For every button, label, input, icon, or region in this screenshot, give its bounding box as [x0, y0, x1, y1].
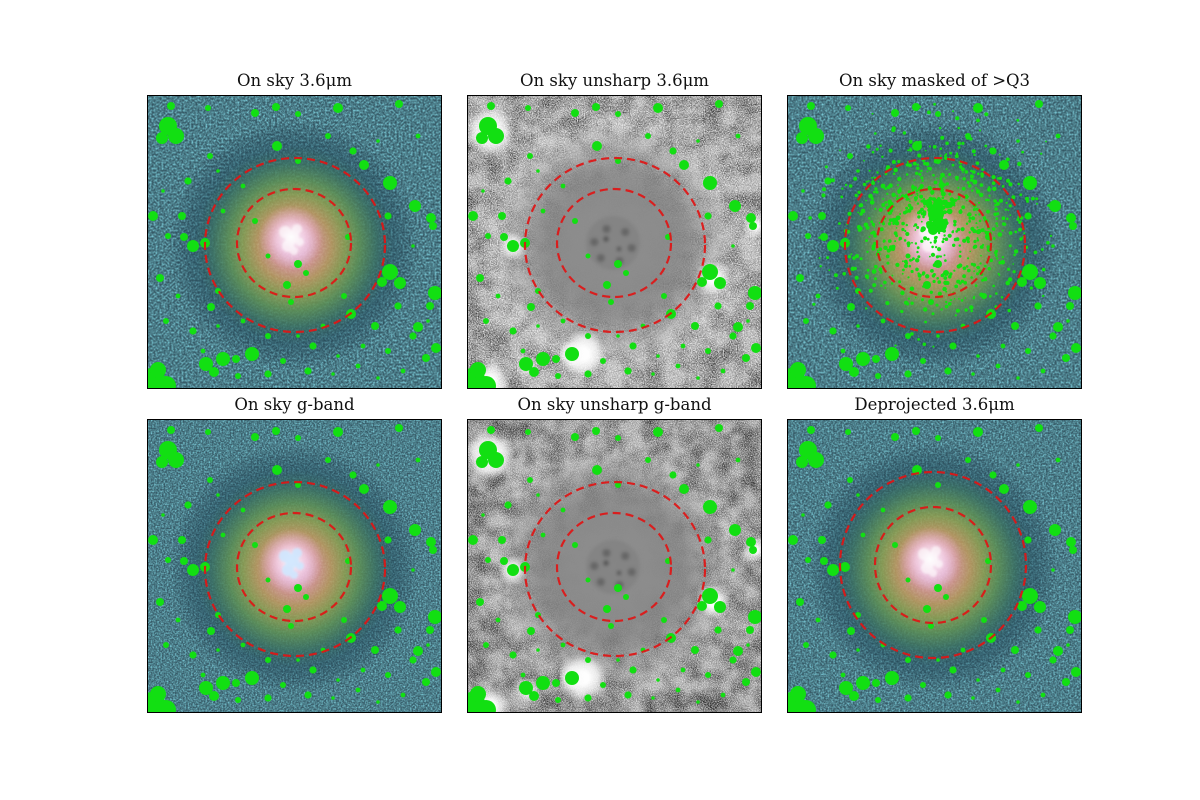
- star-mask-layer: [468, 100, 761, 388]
- galaxy: [148, 96, 441, 388]
- aperture-ellipses: [838, 470, 1028, 660]
- panel-image-on-sky-36um: [147, 95, 442, 389]
- core-blotches: [586, 216, 640, 270]
- star-mask-layer: [788, 100, 1081, 388]
- panel-title: On sky unsharp g-band: [517, 395, 712, 414]
- panel-on-sky-36um: On sky 3.6μm: [147, 64, 442, 389]
- panel-on-sky-g-band: On sky g-band: [147, 388, 442, 713]
- panel-on-sky-unsharp-g-band: On sky unsharp g-band: [467, 388, 762, 713]
- panel-image-on-sky-g-band: [147, 419, 442, 713]
- panel-image-on-sky-masked-q3: [787, 95, 1082, 389]
- panel-image-on-sky-unsharp-g-band: [467, 419, 762, 713]
- q3-mask-speckle: [808, 102, 1074, 348]
- panel-title: On sky 3.6μm: [236, 71, 353, 90]
- aperture-ellipses: [523, 156, 707, 334]
- aperture-ellipses: [843, 156, 1027, 334]
- panel-image-deprojected-36um: [787, 419, 1082, 713]
- star-mask-layer: [148, 424, 441, 712]
- panel-title: On sky unsharp 3.6μm: [520, 71, 709, 90]
- panel-on-sky-unsharp-36um: On sky unsharp 3.6μm: [467, 64, 762, 389]
- panel-deprojected-36um: Deprojected 3.6μm: [787, 388, 1082, 713]
- star-mask-layer: [468, 424, 761, 712]
- aperture-ellipses: [203, 480, 387, 658]
- panel-title: On sky g-band: [234, 395, 355, 414]
- aperture-ellipses: [523, 480, 707, 658]
- panel-on-sky-masked-q3: On sky masked of >Q3: [787, 64, 1082, 389]
- aperture-ellipses: [203, 156, 387, 334]
- panel-title: On sky masked of >Q3: [838, 71, 1031, 90]
- star-mask-layer: [148, 100, 441, 388]
- panel-title: Deprojected 3.6μm: [854, 395, 1015, 414]
- core-blotches: [586, 540, 640, 594]
- star-mask-layer: [788, 424, 1081, 712]
- panel-image-on-sky-unsharp-36um: [467, 95, 762, 389]
